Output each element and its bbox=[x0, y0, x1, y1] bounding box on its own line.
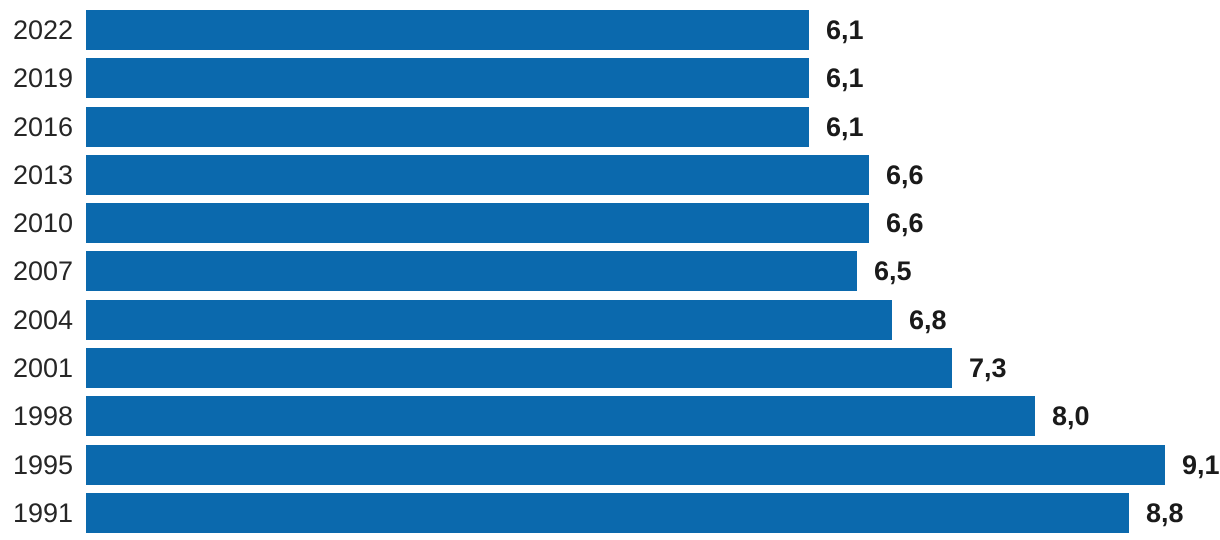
bar bbox=[86, 58, 809, 99]
bar-row: 2007 6,5 bbox=[0, 251, 1220, 292]
bar bbox=[86, 492, 1129, 533]
value-label: 6,6 bbox=[886, 208, 924, 239]
bar bbox=[86, 348, 952, 389]
year-label: 2022 bbox=[13, 15, 74, 45]
bar-row: 1995 9,1 bbox=[0, 444, 1220, 485]
year-label: 1991 bbox=[13, 497, 74, 528]
value-label: 6,1 bbox=[826, 111, 864, 142]
bar-row: 2013 6,6 bbox=[0, 154, 1220, 195]
bar bbox=[86, 444, 1165, 485]
year-label: 2010 bbox=[13, 208, 74, 239]
value-label: 9,1 bbox=[1182, 449, 1220, 480]
value-label: 7,3 bbox=[969, 353, 1007, 384]
bar bbox=[86, 203, 869, 244]
bar-row: 2022 6,1 bbox=[0, 10, 1220, 50]
bar-row: 1991 8,8 bbox=[0, 492, 1220, 533]
bar bbox=[86, 154, 869, 195]
bar bbox=[86, 251, 857, 292]
bar-row: 2016 6,1 bbox=[0, 106, 1220, 147]
bar-row: 2010 6,6 bbox=[0, 203, 1220, 244]
bar-row: 1998 8,0 bbox=[0, 396, 1220, 437]
bar bbox=[86, 299, 892, 340]
bar bbox=[86, 106, 809, 147]
value-label: 6,8 bbox=[909, 304, 947, 335]
year-label: 2019 bbox=[13, 63, 74, 94]
year-label: 1998 bbox=[13, 401, 74, 432]
year-label: 2001 bbox=[13, 353, 74, 384]
bar-row: 2001 7,3 bbox=[0, 348, 1220, 389]
bar-row: 2019 6,1 bbox=[0, 58, 1220, 99]
year-label: 1995 bbox=[13, 449, 74, 480]
bar bbox=[86, 396, 1035, 437]
year-label: 2004 bbox=[13, 304, 74, 335]
value-label: 6,5 bbox=[874, 256, 912, 287]
year-label: 2013 bbox=[13, 159, 74, 190]
bar bbox=[86, 10, 809, 50]
value-label: 8,0 bbox=[1052, 401, 1090, 432]
value-label: 8,8 bbox=[1146, 497, 1184, 528]
value-label: 6,1 bbox=[826, 15, 864, 45]
bar-row: 2004 6,8 bbox=[0, 299, 1220, 340]
year-label: 2007 bbox=[13, 256, 74, 287]
year-label: 2016 bbox=[13, 111, 74, 142]
value-label: 6,6 bbox=[886, 159, 924, 190]
value-label: 6,1 bbox=[826, 63, 864, 94]
